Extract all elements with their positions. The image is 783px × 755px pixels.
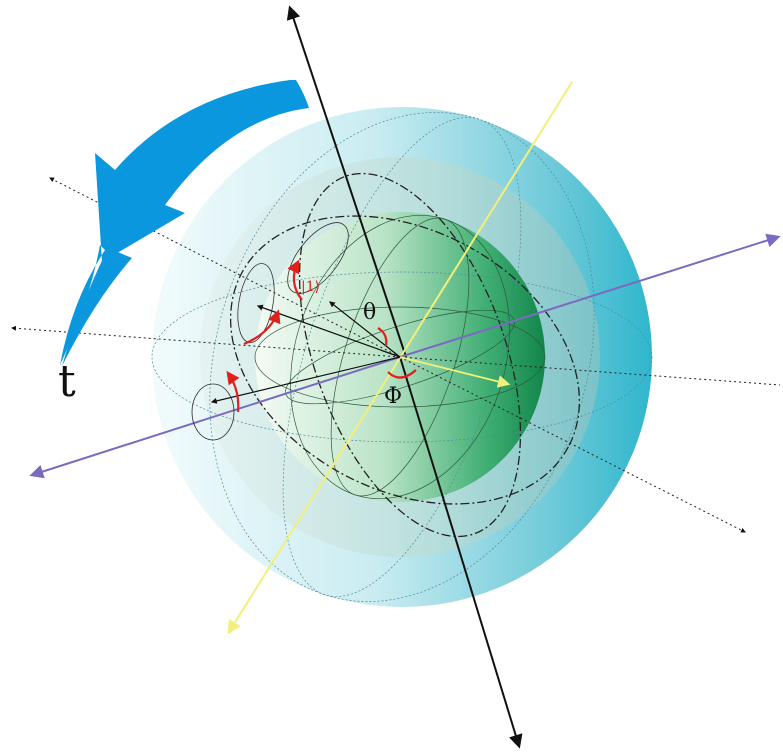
state-vector-upper (329, 301, 401, 358)
red-arrow-middle (243, 309, 281, 346)
theta-label: θ (363, 300, 376, 325)
red-arrow-lower (226, 370, 240, 413)
red-arrow-upper (287, 259, 303, 301)
time-label: t (58, 356, 76, 407)
state-vector-left (256, 304, 401, 358)
phi-label: Φ (384, 384, 402, 409)
dotted-axes (11, 177, 781, 533)
precession-orbits (229, 172, 581, 538)
axis-purple (399, 233, 781, 358)
curved-rotation-arrow-icon (60, 80, 309, 365)
rotation-arrow-tail (62, 248, 132, 366)
axis-vertical (286, 5, 407, 358)
yellow-projection-vector (399, 356, 511, 388)
axis-vertical-lower (399, 356, 523, 749)
axis-purple-lower (29, 356, 401, 479)
outer-sphere-grid (151, 112, 653, 602)
state-vector-lower-left (210, 356, 401, 404)
ket-one-label: |1⟩ (301, 279, 320, 295)
angle-markers (226, 259, 417, 413)
